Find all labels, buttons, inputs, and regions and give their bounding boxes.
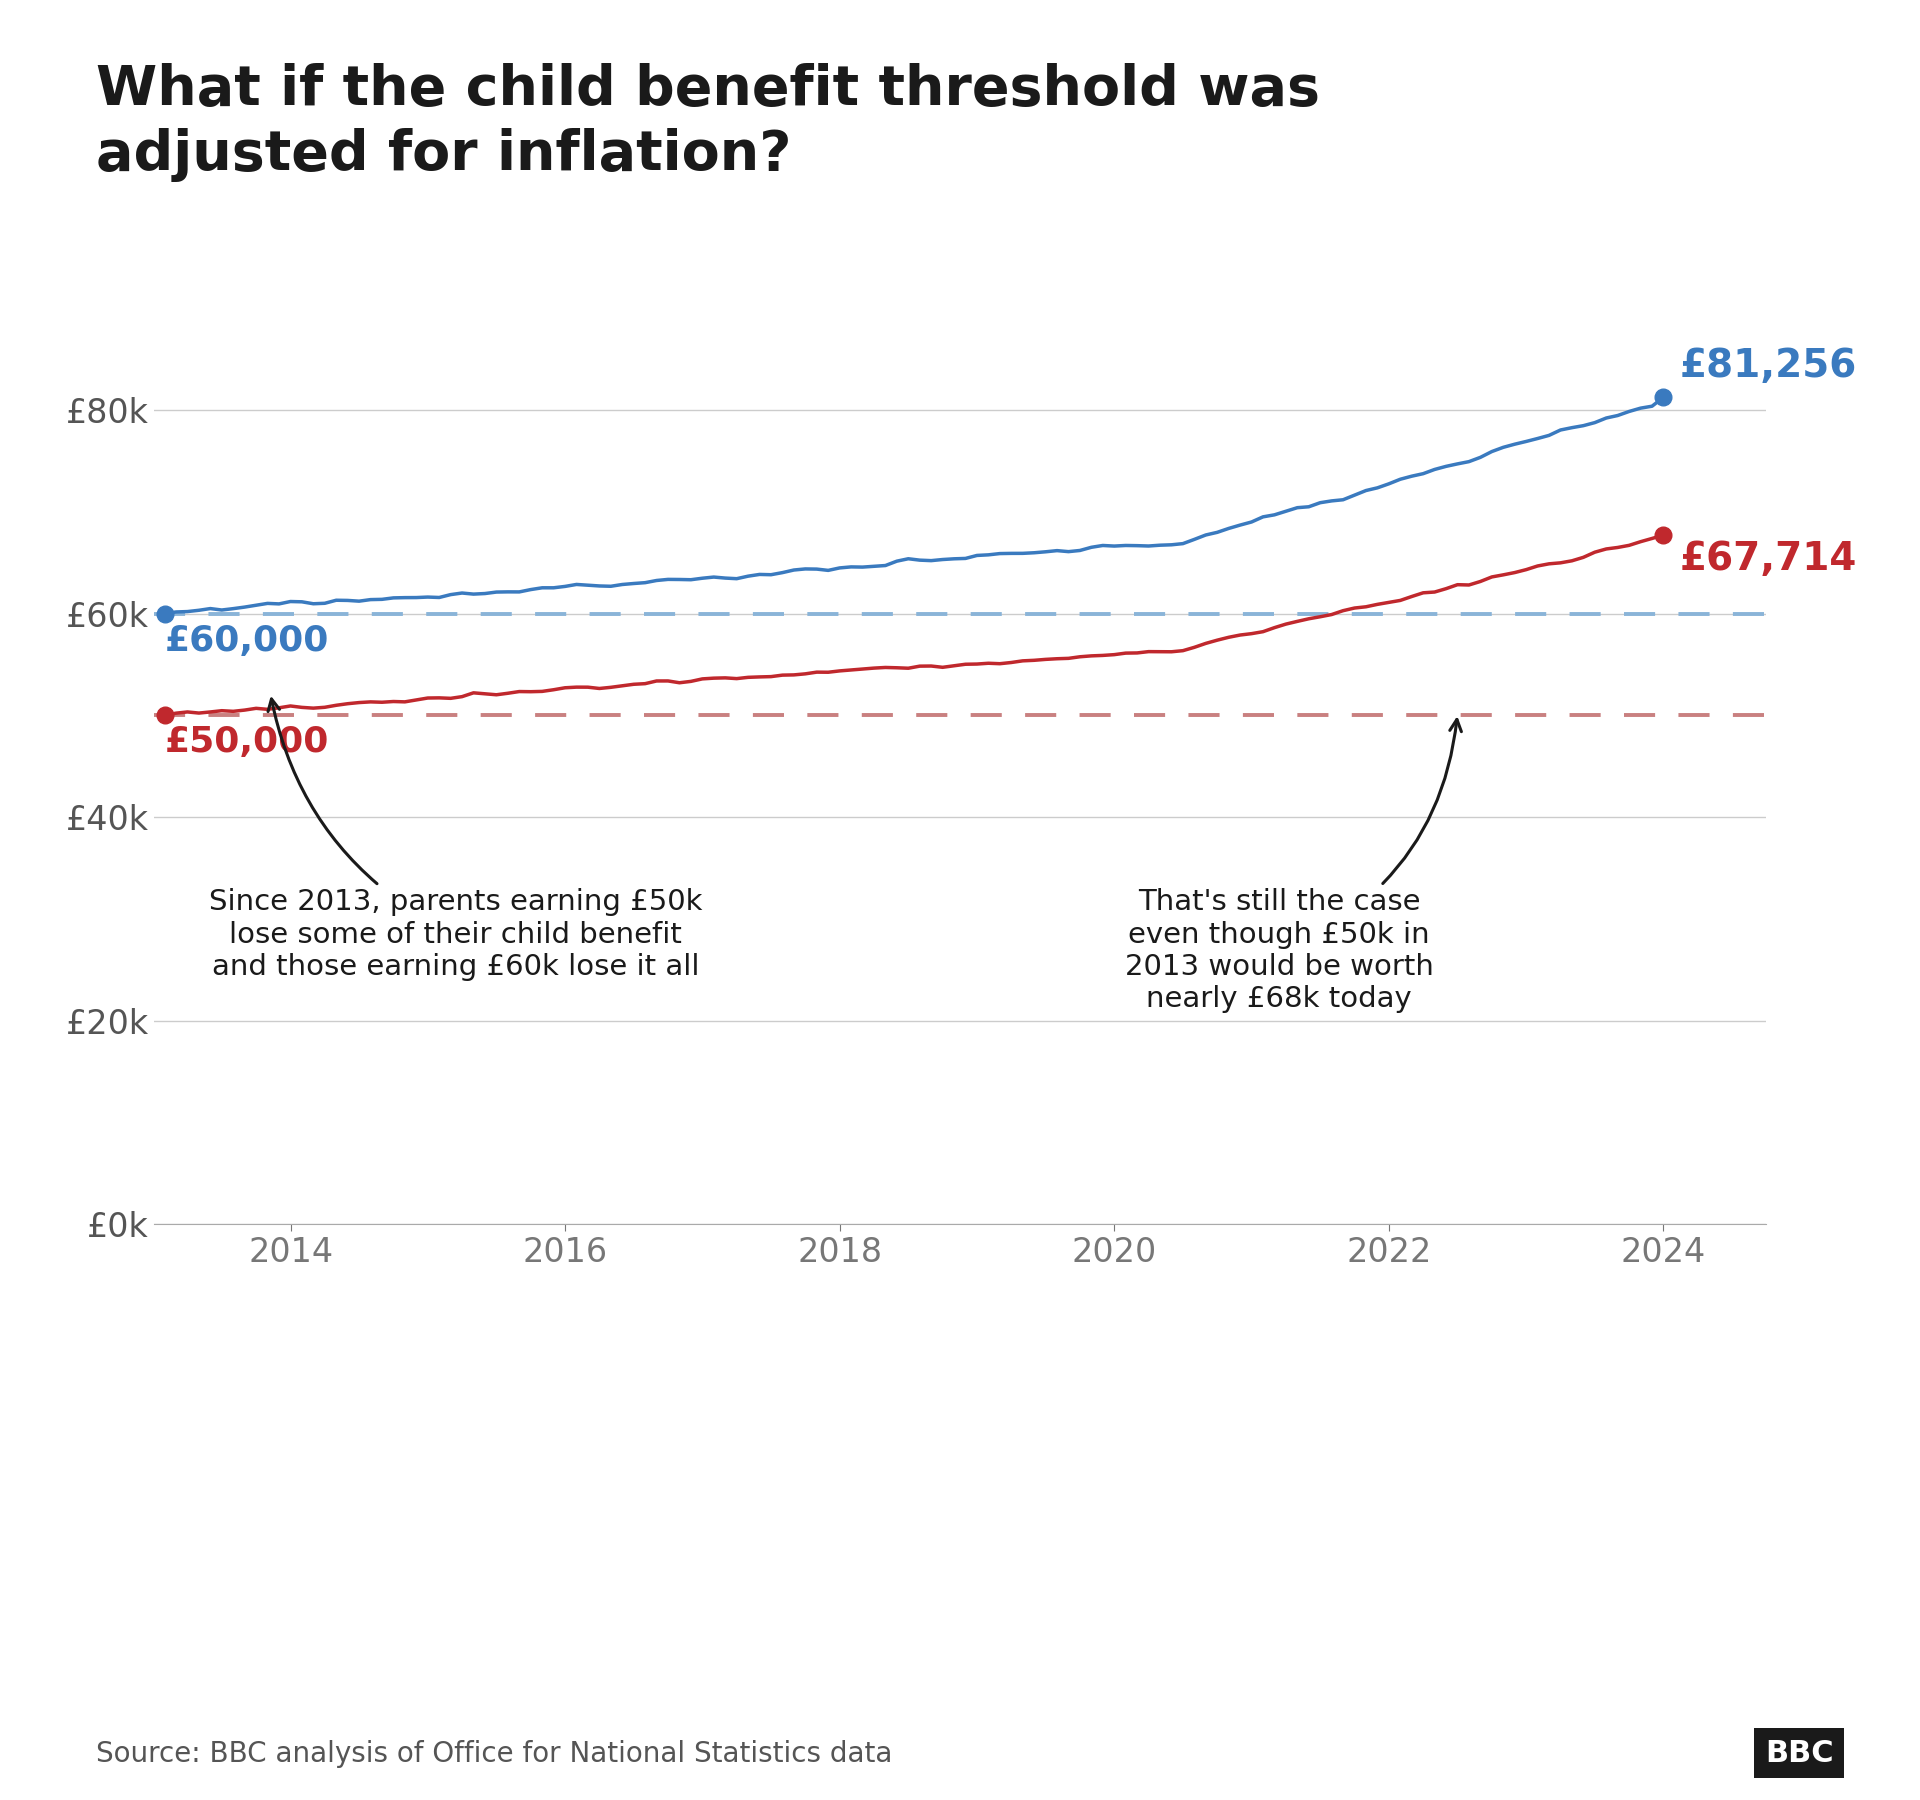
Text: Since 2013, parents earning £50k
lose some of their child benefit
and those earn: Since 2013, parents earning £50k lose so…: [209, 698, 703, 981]
Text: £67,714: £67,714: [1680, 540, 1857, 578]
Point: [1647, 520, 1678, 549]
Text: What if the child benefit threshold was
adjusted for inflation?: What if the child benefit threshold was …: [96, 63, 1321, 182]
Text: £81,256: £81,256: [1680, 347, 1857, 385]
Text: £60,000: £60,000: [165, 625, 328, 657]
Text: £50,000: £50,000: [165, 725, 328, 760]
Text: BBC: BBC: [1764, 1739, 1834, 1768]
Text: Source: BBC analysis of Office for National Statistics data: Source: BBC analysis of Office for Natio…: [96, 1739, 893, 1768]
Point: [150, 700, 180, 729]
Point: [150, 599, 180, 628]
Text: That's still the case
even though £50k in
2013 would be worth
nearly £68k today: That's still the case even though £50k i…: [1125, 720, 1461, 1013]
Point: [1647, 383, 1678, 412]
